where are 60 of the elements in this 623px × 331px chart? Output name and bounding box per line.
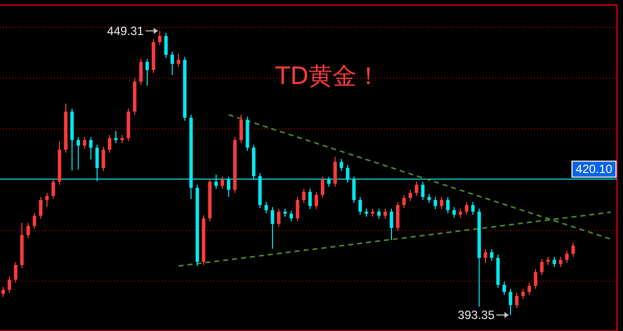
candlestick: [76, 136, 80, 170]
candlestick: [540, 258, 544, 276]
candlestick: [377, 208, 381, 220]
candlestick: [333, 156, 337, 188]
candlestick: [446, 196, 450, 214]
candlestick: [358, 196, 362, 216]
candlestick: [452, 206, 456, 218]
candlestick: [565, 250, 569, 264]
candlestick: [26, 222, 30, 239]
candlestick: [38, 196, 42, 220]
candlestick: [170, 51, 174, 76]
candlestick: [552, 256, 556, 268]
candlestick: [414, 181, 418, 196]
candlestick: [302, 188, 306, 204]
candlestick: [458, 208, 462, 218]
candlestick: [108, 134, 112, 154]
candlestick: [89, 136, 93, 160]
candlestick: [52, 178, 55, 200]
candlestick: [571, 242, 575, 258]
candlestick: [440, 196, 444, 210]
candlestick: [220, 176, 224, 190]
candlestick: [102, 146, 106, 172]
candlestick: [114, 130, 118, 144]
candlestick: [490, 248, 494, 262]
ref-line-label: 420.10: [576, 162, 613, 176]
candlestick: [145, 58, 149, 86]
candlestick: [1, 286, 5, 298]
text: TD黄金！: [274, 62, 381, 90]
candlestick: [158, 30, 162, 46]
candlestick: [471, 202, 475, 216]
candlestick: [264, 202, 268, 214]
candlestick: [427, 193, 431, 204]
candlestick: [464, 202, 468, 216]
candlestick: [308, 188, 312, 210]
candlestick: [340, 158, 344, 172]
candlestick: [521, 288, 525, 300]
annotation: 393.35: [458, 308, 495, 322]
candlestick: [534, 268, 538, 290]
candlestick: [277, 208, 280, 228]
candlestick: [421, 181, 425, 200]
candlestick: [32, 212, 36, 230]
candlestick: [239, 114, 243, 144]
candlestick: [558, 256, 562, 268]
candlestick: [8, 276, 12, 294]
candlestick: [515, 292, 518, 309]
candlestick: [14, 261, 18, 284]
candlestick: [290, 210, 293, 222]
candlestick: [82, 136, 86, 150]
candlestick: [384, 208, 387, 220]
annotation: 449.31: [107, 24, 144, 38]
candlestick: [502, 281, 506, 296]
candlestick: [484, 248, 488, 264]
candlestick: [139, 58, 143, 86]
candlestick: [296, 196, 300, 222]
candlestick: [528, 282, 532, 296]
candlestick: [314, 191, 318, 210]
candlestick: [434, 196, 438, 210]
candlestick: [320, 176, 324, 198]
candlestick: [396, 202, 400, 232]
candlestick: [408, 189, 412, 202]
